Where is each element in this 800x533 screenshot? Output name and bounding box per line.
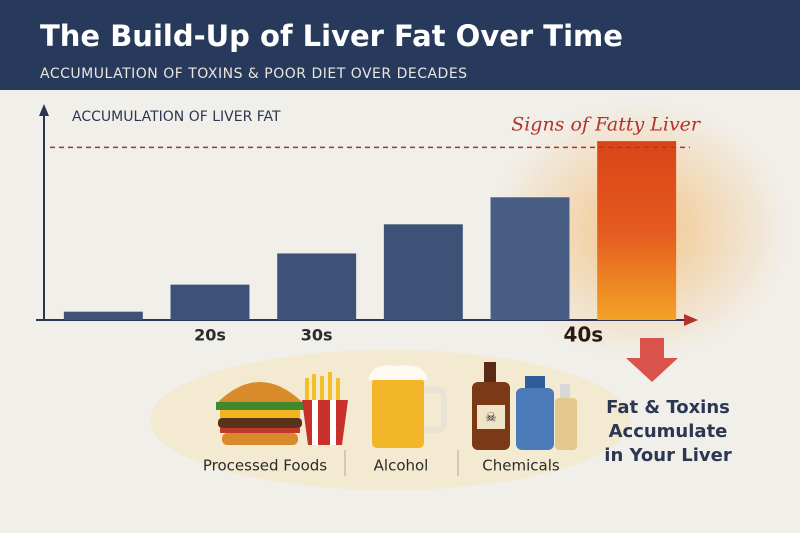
bar bbox=[170, 284, 250, 320]
y-axis-label: ACCUMULATION OF LIVER FAT bbox=[72, 109, 281, 125]
bar bbox=[597, 141, 677, 320]
beer-icon bbox=[368, 365, 447, 448]
bar bbox=[63, 311, 143, 320]
x-tick-label: 20s bbox=[194, 326, 226, 345]
threshold-label: Signs of Fatty Liver bbox=[511, 113, 702, 135]
down-arrow bbox=[626, 338, 678, 382]
svg-text:☠: ☠ bbox=[485, 411, 497, 426]
bar bbox=[277, 253, 357, 320]
burger-icon bbox=[216, 382, 304, 445]
bar bbox=[383, 224, 463, 320]
header-band bbox=[0, 0, 800, 90]
x-tick-label: 30s bbox=[301, 326, 333, 345]
result-text: Fat & Toxins Accumulate in Your Liver bbox=[604, 397, 732, 466]
x-tick-label: 40s bbox=[563, 323, 603, 347]
source-label: Processed Foods bbox=[203, 457, 327, 475]
x-axis-arrow bbox=[684, 314, 698, 326]
y-axis-arrow bbox=[39, 104, 49, 116]
fries-icon bbox=[302, 372, 348, 445]
bar bbox=[490, 197, 570, 320]
source-label: Chemicals bbox=[482, 457, 560, 475]
chart-title: The Build-Up of Liver Fat Over Time bbox=[40, 19, 623, 53]
source-label: Alcohol bbox=[374, 457, 429, 475]
sources-panel: ☠ Processed Foods Alcohol Chemicals Fat … bbox=[150, 338, 732, 490]
chart-subtitle: ACCUMULATION OF TOXINS & POOR DIET OVER … bbox=[40, 66, 468, 82]
bottles-icon: ☠ bbox=[472, 362, 577, 450]
